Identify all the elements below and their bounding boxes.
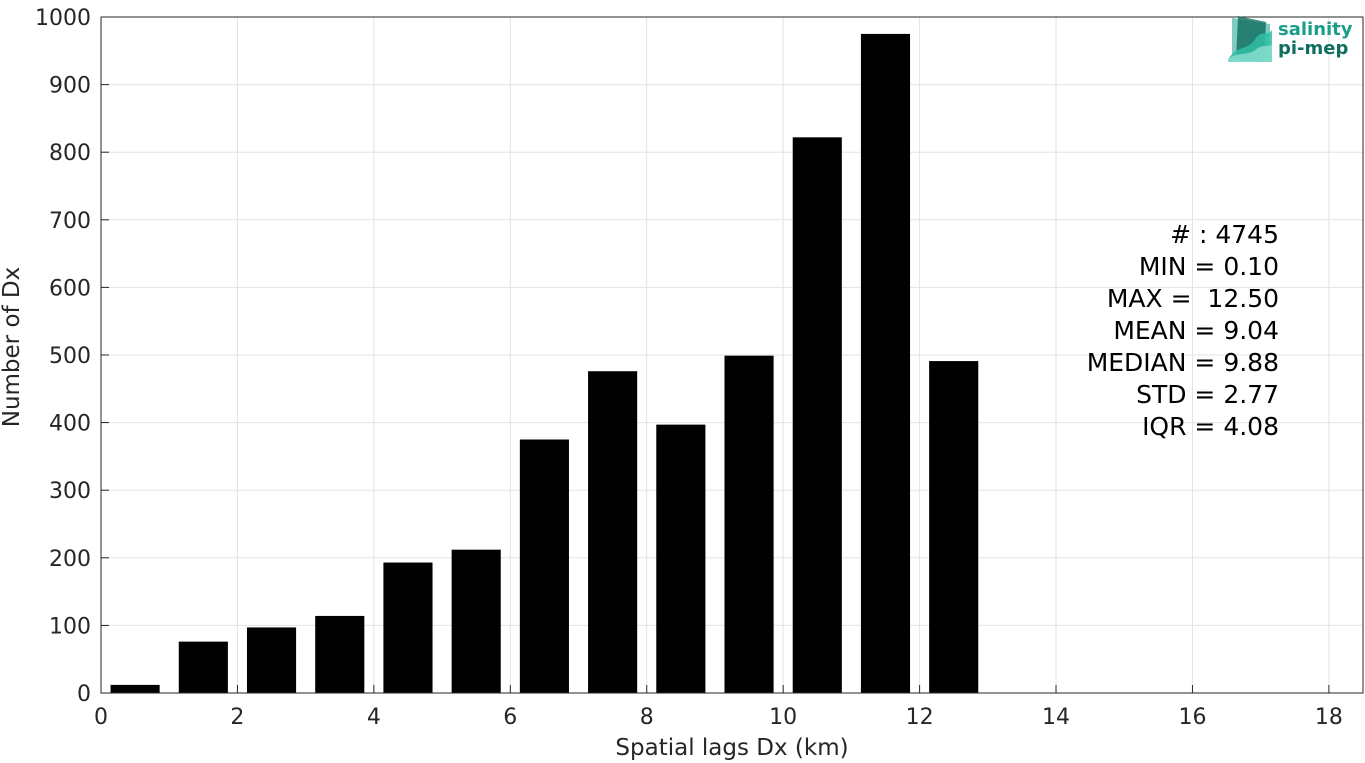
x-tick-label: 2: [230, 705, 244, 730]
x-tick-label: 14: [1042, 705, 1070, 730]
y-tick-label: 800: [49, 141, 91, 166]
logo-line2: pi-mep: [1278, 38, 1348, 59]
x-tick-label: 18: [1315, 705, 1343, 730]
x-tick-labels: 0 2 4 6 8 10 12 14 16 18: [94, 705, 1343, 730]
histogram-bar: [178, 641, 228, 693]
y-axis-label: Number of Dx: [0, 267, 25, 428]
histogram-bar: [656, 424, 706, 693]
salinity-pi-mep-logo: salinity pi-mep: [1228, 16, 1353, 62]
stat-max: MAX = 12.50: [1107, 284, 1279, 313]
y-tick-label: 600: [49, 276, 91, 301]
histogram-bar: [792, 137, 842, 693]
x-tick-label: 16: [1178, 705, 1206, 730]
y-tick-label: 1000: [35, 6, 91, 31]
y-tick-label: 300: [49, 479, 91, 504]
wave-logo-icon: [1228, 16, 1272, 62]
stat-median: MEDIAN = 9.88: [1087, 348, 1279, 377]
x-tick-label: 0: [94, 705, 108, 730]
histogram-bars: [110, 33, 979, 693]
y-tick-label: 700: [49, 209, 91, 234]
histogram-bar: [724, 355, 774, 693]
axis-ticks: [100, 16, 1330, 694]
histogram-bar: [451, 549, 501, 693]
x-tick-label: 12: [906, 705, 934, 730]
x-tick-label: 10: [769, 705, 797, 730]
x-axis-label: Spatial lags Dx (km): [615, 735, 848, 761]
histogram-bar: [519, 439, 569, 693]
x-tick-label: 8: [640, 705, 654, 730]
statistics-box: # : 4745 MIN = 0.10 MAX = 12.50 MEAN = 9…: [1087, 220, 1279, 441]
x-tick-label: 6: [503, 705, 517, 730]
y-tick-label: 0: [77, 682, 91, 707]
x-tick-label: 4: [367, 705, 381, 730]
histogram-bar: [588, 371, 638, 693]
y-tick-label: 500: [49, 344, 91, 369]
y-tick-label: 400: [49, 412, 91, 437]
stat-iqr: IQR = 4.08: [1142, 412, 1279, 441]
y-tick-label: 200: [49, 547, 91, 572]
stat-std: STD = 2.77: [1136, 380, 1279, 409]
histogram-bar: [315, 615, 365, 693]
y-tick-label: 900: [49, 74, 91, 99]
histogram-bar: [383, 562, 433, 693]
histogram-bar: [246, 627, 297, 693]
stat-min: MIN = 0.10: [1139, 252, 1279, 281]
y-tick-labels: 0 100 200 300 400 500 600 700 800 900 1000: [35, 6, 91, 707]
stat-count: # : 4745: [1170, 220, 1279, 249]
histogram-bar: [860, 33, 911, 693]
stat-mean: MEAN = 9.04: [1113, 316, 1279, 345]
histogram-bar: [110, 684, 160, 693]
histogram-bar: [929, 361, 979, 693]
y-tick-label: 100: [49, 614, 91, 639]
logo-line1: salinity: [1278, 19, 1353, 40]
